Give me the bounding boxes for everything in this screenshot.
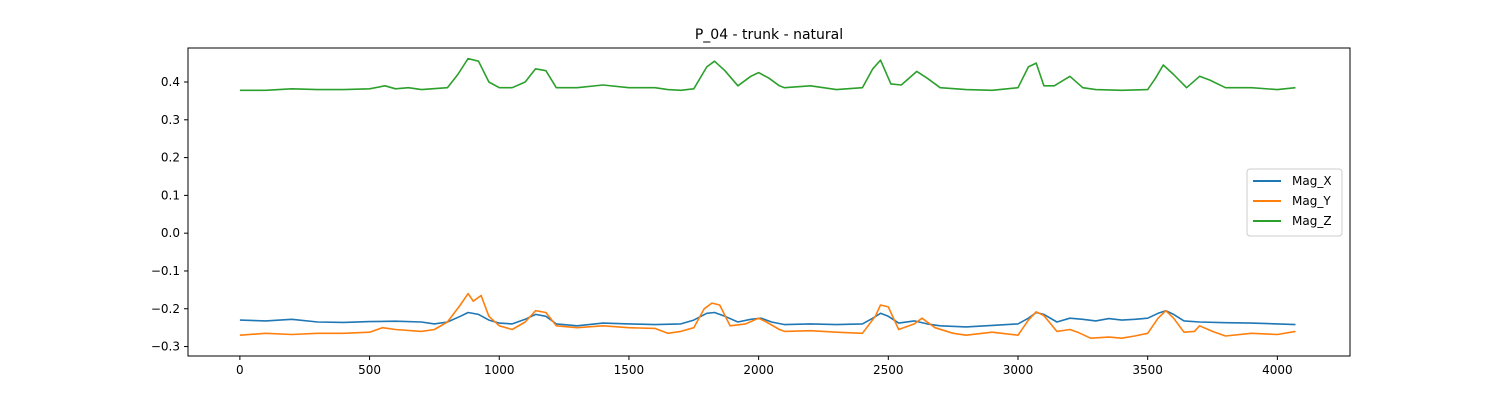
- y-tick-label: 0.2: [161, 151, 180, 165]
- y-tick-label: −0.3: [151, 340, 180, 354]
- y-tick-label: 0.1: [161, 188, 180, 202]
- x-tick-label: 3500: [1132, 363, 1163, 377]
- x-tick-label: 3000: [1003, 363, 1034, 377]
- x-tick-label: 2000: [743, 363, 774, 377]
- x-tick-label: 0: [236, 363, 244, 377]
- y-tick-label: 0.3: [161, 113, 180, 127]
- legend-label: Mag_Z: [1292, 214, 1332, 228]
- series-line-mag-x: [239, 309, 1296, 328]
- chart-title: P_04 - trunk - natural: [695, 27, 843, 43]
- x-tick-label: 1000: [484, 363, 515, 377]
- legend-box: [1246, 168, 1343, 237]
- series-lines: [239, 57, 1296, 340]
- y-tick-label: 0.0: [161, 226, 180, 240]
- legend-label: Mag_Y: [1292, 194, 1331, 208]
- y-tick-label: 0.4: [161, 75, 180, 89]
- x-tick-label: 4000: [1262, 363, 1293, 377]
- plot-frame: [187, 47, 1351, 357]
- y-tick-label: −0.2: [151, 302, 180, 316]
- x-tick-label: 500: [358, 363, 381, 377]
- x-tick-label: 1500: [614, 363, 645, 377]
- legend: Mag_X Mag_Y Mag_Z: [1246, 168, 1343, 237]
- axis-ticks: 0 500 1000 1500 2000 2500 3000 3500 4000 −0.3 −0.2…: [151, 75, 1293, 377]
- series-line-mag-z: [239, 57, 1296, 92]
- series-line-mag-y: [239, 292, 1296, 340]
- legend-label: Mag_X: [1292, 174, 1332, 188]
- y-tick-label: −0.1: [151, 264, 180, 278]
- x-tick-label: 2500: [873, 363, 904, 377]
